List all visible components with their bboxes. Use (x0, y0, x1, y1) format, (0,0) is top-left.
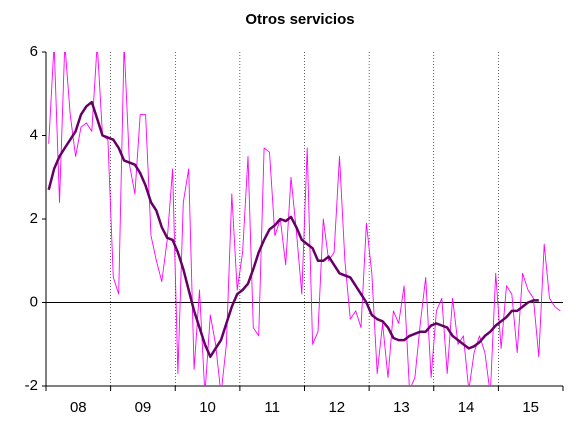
x-tick-label: 12 (328, 399, 345, 416)
y-tick-label: 0 (30, 293, 38, 310)
y-tick-label: 6 (30, 43, 38, 60)
x-tick-label: 13 (393, 399, 410, 416)
series-line (47, 100, 539, 359)
x-tick-label: 08 (70, 399, 87, 416)
x-tick-label: 09 (135, 399, 152, 416)
x-tick-label: 14 (458, 399, 475, 416)
x-tick-label: 10 (199, 399, 216, 416)
x-tick-label: 15 (522, 399, 539, 416)
y-tick-label: -2 (25, 377, 38, 394)
plot-area (47, 52, 561, 386)
series-line (48, 52, 561, 386)
chart-title: Otros servicios (245, 11, 354, 28)
x-tick-label: 11 (264, 399, 280, 416)
y-tick-label: 4 (30, 126, 38, 143)
y-tick-label: 2 (30, 210, 38, 227)
